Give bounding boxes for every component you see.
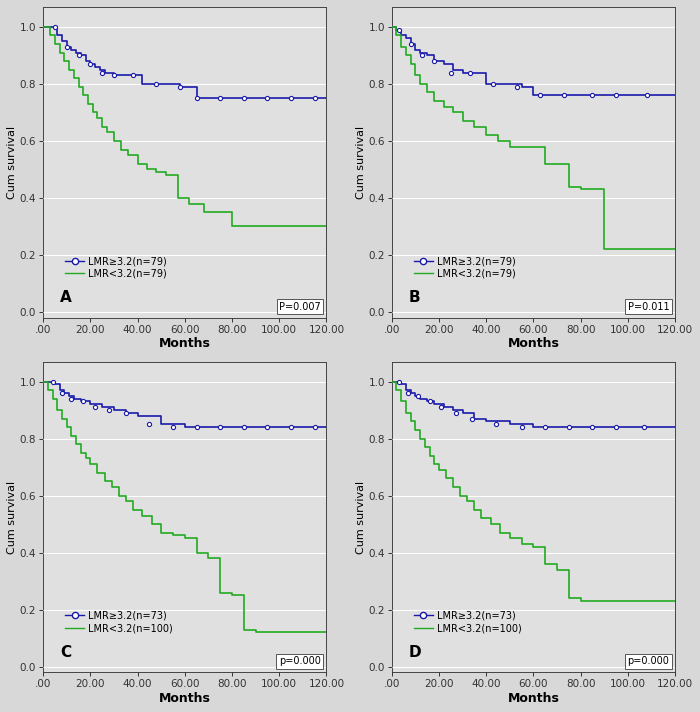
Legend: LMR≥3.2(n=79), LMR<3.2(n=79): LMR≥3.2(n=79), LMR<3.2(n=79) (414, 256, 516, 278)
Legend: LMR≥3.2(n=79), LMR<3.2(n=79): LMR≥3.2(n=79), LMR<3.2(n=79) (65, 256, 167, 278)
Text: P=0.007: P=0.007 (279, 301, 321, 312)
Text: p=0.000: p=0.000 (627, 656, 669, 666)
Y-axis label: Cum survival: Cum survival (7, 126, 17, 199)
Text: p=0.000: p=0.000 (279, 656, 321, 666)
X-axis label: Months: Months (159, 337, 211, 350)
Text: B: B (409, 290, 421, 305)
X-axis label: Months: Months (508, 692, 559, 705)
Text: C: C (60, 645, 71, 660)
Y-axis label: Cum survival: Cum survival (7, 481, 17, 553)
Text: D: D (409, 645, 421, 660)
Legend: LMR≥3.2(n=73), LMR<3.2(n=100): LMR≥3.2(n=73), LMR<3.2(n=100) (414, 611, 522, 633)
Y-axis label: Cum survival: Cum survival (356, 126, 365, 199)
Text: A: A (60, 290, 72, 305)
Text: P=0.011: P=0.011 (628, 301, 669, 312)
X-axis label: Months: Months (508, 337, 559, 350)
Y-axis label: Cum survival: Cum survival (356, 481, 365, 553)
Legend: LMR≥3.2(n=73), LMR<3.2(n=100): LMR≥3.2(n=73), LMR<3.2(n=100) (65, 611, 173, 633)
X-axis label: Months: Months (159, 692, 211, 705)
